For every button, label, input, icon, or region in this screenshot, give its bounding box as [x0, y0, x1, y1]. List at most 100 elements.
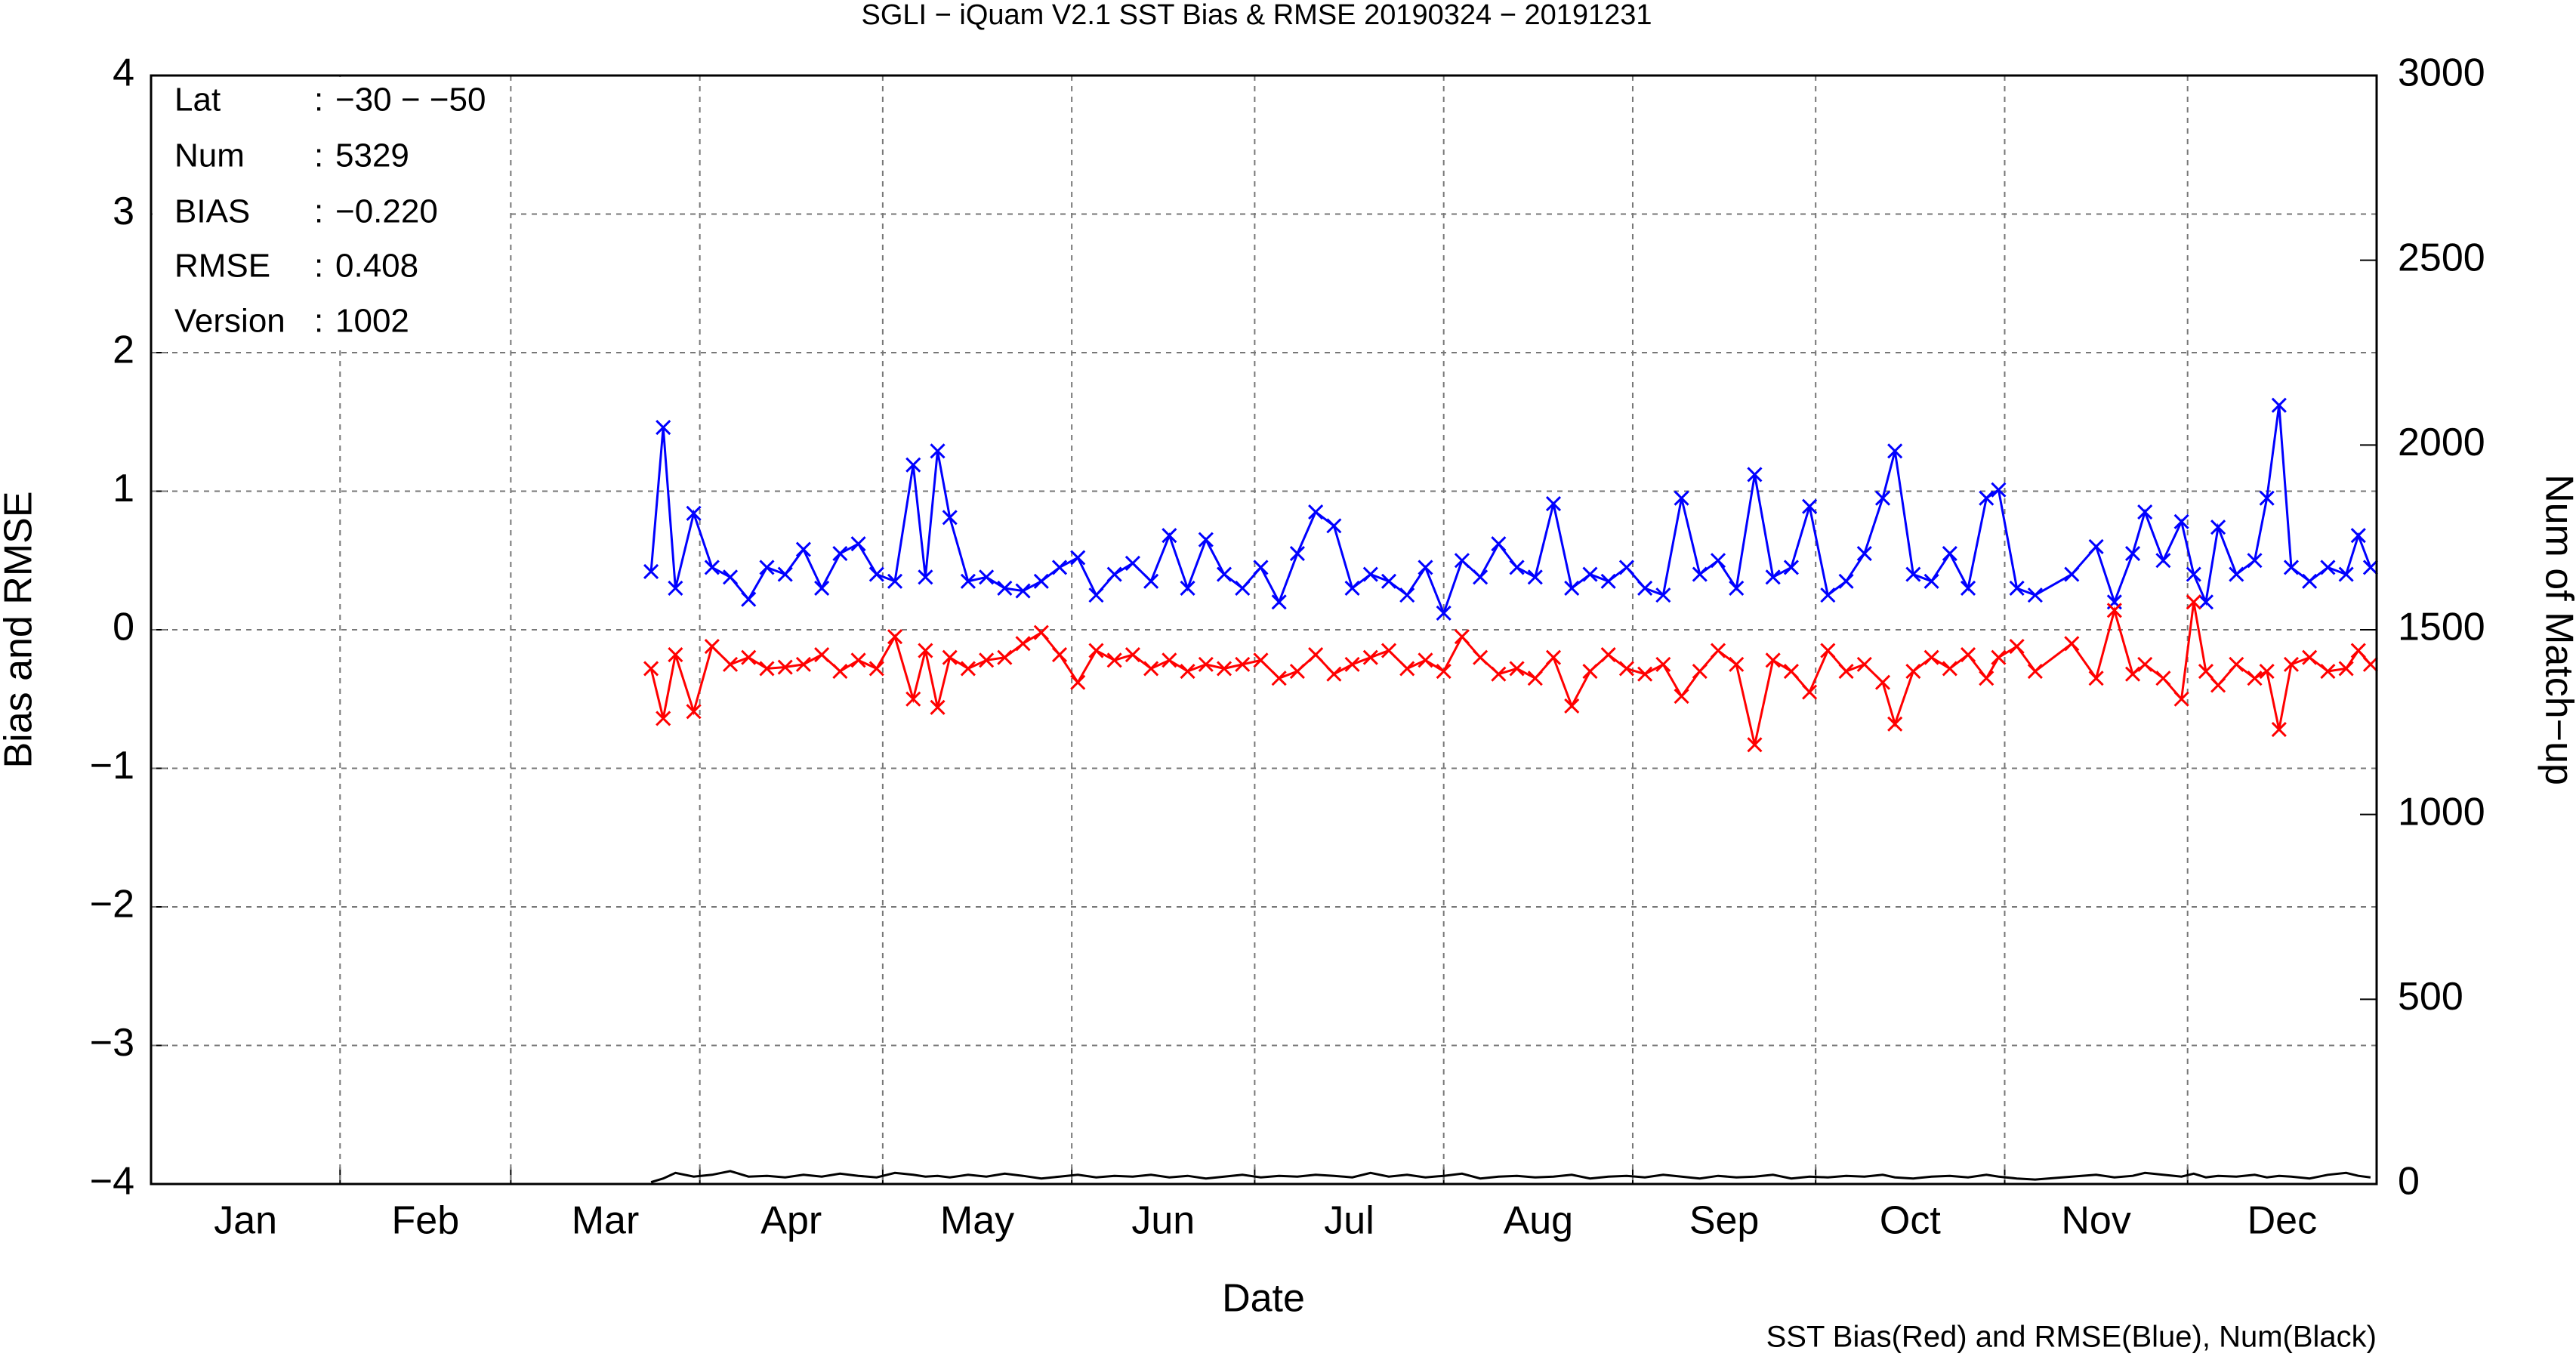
point-marker	[668, 646, 683, 663]
x-tick-label: Dec	[2247, 1199, 2317, 1243]
point-marker	[1344, 580, 1360, 597]
chart-title: SGLI − iQuam V2.1 SST Bias & RMSE 201903…	[861, 0, 1652, 31]
stats-label: BIAS	[174, 193, 250, 230]
y2-tick-label: 2000	[2398, 421, 2485, 464]
point-marker	[1198, 656, 1214, 672]
point-marker	[2173, 513, 2189, 529]
stats-label: Lat	[174, 82, 221, 119]
point-marker	[1637, 580, 1653, 597]
point-marker	[1838, 573, 1854, 589]
point-marker	[1674, 490, 1689, 506]
point-marker	[1253, 560, 1269, 575]
y-tick-label: −3	[90, 1021, 134, 1065]
point-marker	[2088, 671, 2104, 686]
point-marker	[656, 420, 671, 436]
point-marker	[2173, 691, 2189, 707]
point-marker	[1618, 560, 1634, 575]
point-marker	[2106, 603, 2122, 618]
point-marker	[2320, 560, 2336, 575]
stats-value: 1002	[335, 303, 409, 340]
point-marker	[1582, 663, 1598, 680]
point-marker	[2155, 671, 2171, 686]
point-marker	[1033, 624, 1049, 640]
point-marker	[2350, 528, 2366, 544]
point-marker	[1326, 666, 1342, 682]
point-marker	[2137, 504, 2153, 520]
point-marker	[1655, 656, 1671, 672]
point-marker	[2259, 663, 2275, 680]
point-marker	[1235, 580, 1251, 597]
y2-tick-label: 1000	[2398, 790, 2485, 834]
stats-label: Num	[174, 137, 245, 174]
y2-axis-label: Num of Match−up	[2537, 474, 2576, 785]
point-marker	[868, 661, 884, 677]
point-marker	[1545, 495, 1562, 512]
y-tick-label: −4	[90, 1160, 134, 1204]
point-marker	[2271, 722, 2287, 738]
point-marker	[918, 643, 933, 658]
point-marker	[2064, 566, 2080, 582]
point-marker	[741, 591, 757, 607]
point-marker	[1124, 646, 1140, 663]
point-marker	[814, 580, 830, 597]
point-marker	[850, 536, 866, 552]
point-marker	[1271, 671, 1287, 686]
point-marker	[1088, 587, 1104, 603]
point-marker	[1564, 580, 1580, 597]
point-marker	[1820, 643, 1836, 658]
y-tick-label: 0	[113, 606, 134, 649]
point-marker	[1106, 566, 1122, 582]
point-marker	[656, 711, 671, 726]
point-marker	[1509, 661, 1525, 677]
point-marker	[1162, 528, 1177, 544]
x-tick-label: Aug	[1504, 1199, 1574, 1243]
point-marker	[1874, 490, 1891, 506]
point-marker	[2155, 553, 2171, 569]
point-marker	[1979, 671, 1994, 686]
point-marker	[1418, 652, 1433, 668]
series-line	[650, 1170, 2371, 1184]
point-marker	[2338, 661, 2354, 677]
y2-tick-label: 500	[2398, 975, 2463, 1019]
point-marker	[979, 569, 995, 585]
point-marker	[741, 649, 757, 665]
point-marker	[795, 541, 811, 557]
point-marker	[1308, 504, 1324, 520]
point-marker	[2210, 677, 2226, 693]
point-marker	[1905, 663, 1921, 680]
point-marker	[777, 659, 793, 675]
point-marker	[668, 580, 683, 597]
point-marker	[1747, 467, 1763, 483]
point-marker	[942, 649, 958, 665]
stats-value: 5329	[335, 137, 409, 174]
point-marker	[814, 646, 830, 663]
point-marker	[1143, 573, 1159, 589]
point-marker	[1381, 643, 1397, 658]
point-marker	[942, 510, 958, 526]
point-marker	[930, 699, 946, 715]
point-marker	[722, 569, 739, 585]
point-marker	[1326, 518, 1342, 534]
point-marker	[1473, 649, 1489, 665]
y-tick-label: 3	[113, 190, 134, 233]
y2-tick-label: 0	[2398, 1160, 2420, 1204]
stats-separator: :	[314, 303, 323, 340]
point-marker	[1942, 546, 1957, 562]
stats-label: Version	[174, 303, 285, 340]
point-marker	[979, 652, 995, 668]
point-marker	[1710, 643, 1726, 658]
point-marker	[2229, 566, 2244, 582]
point-marker	[704, 638, 720, 655]
footnote: SST Bias(Red) and RMSE(Blue), Num(Black)	[1766, 1321, 2377, 1354]
point-marker	[868, 566, 884, 582]
point-marker	[960, 573, 976, 589]
point-marker	[1070, 674, 1086, 690]
point-marker	[2198, 594, 2214, 610]
point-marker	[1582, 566, 1598, 582]
point-marker	[722, 656, 739, 672]
point-marker	[1362, 649, 1378, 665]
point-marker	[2271, 397, 2287, 413]
point-marker	[1729, 656, 1745, 672]
point-marker	[1436, 605, 1452, 621]
